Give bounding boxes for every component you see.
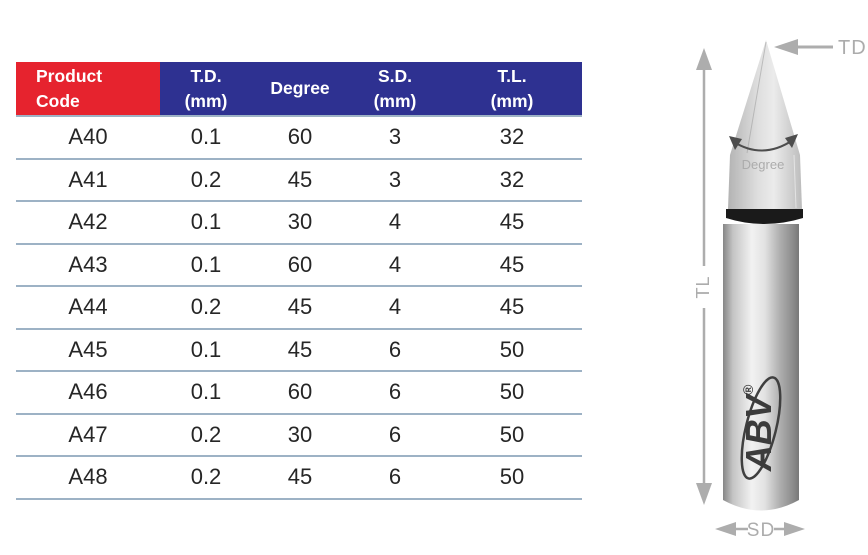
cell-td: 0.1 <box>190 251 222 277</box>
cell-product-code: A46 <box>68 379 108 405</box>
cell-sd: 4 <box>388 251 402 277</box>
cell-degree: 45 <box>287 166 313 192</box>
col-header-sd: S.D. (mm) <box>348 62 442 115</box>
tl-dimension: TL <box>693 48 713 505</box>
col-header-sd-label: S.D. (mm) <box>373 65 417 111</box>
table-header-row: Product Code T.D. (mm) Degree S.D. (mm) … <box>16 62 582 117</box>
cell-tl: 45 <box>499 251 525 277</box>
registered-mark: ® <box>740 384 756 395</box>
td-arrow-icon <box>774 39 798 55</box>
cell-sd: 6 <box>388 336 402 362</box>
cell-sd: 4 <box>388 209 402 235</box>
cell-sd: 3 <box>388 124 402 150</box>
cell-sd: 6 <box>388 421 402 447</box>
col-header-degree: Degree <box>252 62 348 115</box>
cell-td: 0.2 <box>190 421 222 447</box>
cell-tl: 32 <box>499 124 525 150</box>
cell-td: 0.2 <box>190 464 222 490</box>
td-label: TD <box>838 37 867 59</box>
col-header-degree-label: Degree <box>270 78 330 98</box>
abv-logo: ABV® <box>738 376 782 480</box>
cell-degree: 30 <box>287 421 313 447</box>
sd-dimension: SD <box>715 520 805 541</box>
tl-arrow-down-icon <box>696 483 712 505</box>
table-row: A45 0.1 45 6 50 <box>16 329 582 372</box>
table-row: A41 0.2 45 3 32 <box>16 159 582 202</box>
tl-arrow-up-icon <box>696 48 712 70</box>
table-row: A40 0.1 60 3 32 <box>16 117 582 160</box>
cell-sd: 6 <box>388 464 402 490</box>
sd-arrow-left-icon <box>715 522 736 536</box>
cell-td: 0.1 <box>190 124 222 150</box>
cell-product-code: A43 <box>68 251 108 277</box>
cell-product-code: A41 <box>68 166 108 192</box>
cell-td: 0.2 <box>190 166 222 192</box>
cell-product-code: A47 <box>68 421 108 447</box>
cell-sd: 4 <box>388 294 402 320</box>
col-header-tl-label: T.L. (mm) <box>490 65 534 111</box>
cell-td: 0.1 <box>190 336 222 362</box>
tool-diagram: ABV® Degree TD TL SD <box>693 37 867 541</box>
table-row: A46 0.1 60 6 50 <box>16 372 582 415</box>
cell-sd: 3 <box>388 166 402 192</box>
cell-product-code: A40 <box>68 124 108 150</box>
cell-td: 0.1 <box>190 209 222 235</box>
cell-degree: 30 <box>287 209 313 235</box>
cutter-tip <box>728 40 802 209</box>
col-header-td: T.D. (mm) <box>160 62 252 115</box>
cell-product-code: A45 <box>68 336 108 362</box>
collar-ring <box>726 209 803 224</box>
spec-table: Product Code T.D. (mm) Degree S.D. (mm) … <box>16 62 582 500</box>
cell-degree: 60 <box>287 379 313 405</box>
degree-angle-annotation: Degree <box>729 134 798 172</box>
cell-degree: 45 <box>287 294 313 320</box>
tool-shank <box>723 224 799 511</box>
col-header-product-code-label: Product Code <box>36 65 103 111</box>
cell-product-code: A48 <box>68 464 108 490</box>
cell-sd: 6 <box>388 379 402 405</box>
cell-td: 0.2 <box>190 294 222 320</box>
cell-degree: 45 <box>287 336 313 362</box>
cell-degree: 45 <box>287 464 313 490</box>
cell-tl: 32 <box>499 166 525 192</box>
tl-label: TL <box>693 275 713 298</box>
sd-arrow-right-icon <box>784 522 805 536</box>
col-header-product-code: Product Code <box>16 62 160 115</box>
svg-text:ABV®: ABV® <box>738 384 779 472</box>
cell-tl: 50 <box>499 379 525 405</box>
col-header-td-label: T.D. (mm) <box>184 65 228 111</box>
table-row: A42 0.1 30 4 45 <box>16 202 582 245</box>
cell-tl: 50 <box>499 464 525 490</box>
abv-logo-text: ABV <box>738 392 779 472</box>
td-dimension: TD <box>774 37 867 59</box>
table-row: A48 0.2 45 6 50 <box>16 457 582 500</box>
sd-label: SD <box>747 520 775 541</box>
table-row: A43 0.1 60 4 45 <box>16 244 582 287</box>
cell-tl: 45 <box>499 209 525 235</box>
cell-product-code: A44 <box>68 294 108 320</box>
table-row: A47 0.2 30 6 50 <box>16 414 582 457</box>
cell-tl: 45 <box>499 294 525 320</box>
cell-product-code: A42 <box>68 209 108 235</box>
col-header-tl: T.L. (mm) <box>442 62 582 115</box>
cell-td: 0.1 <box>190 379 222 405</box>
cell-degree: 60 <box>287 251 313 277</box>
table-row: A44 0.2 45 4 45 <box>16 287 582 330</box>
degree-label: Degree <box>742 157 785 172</box>
cell-degree: 60 <box>287 124 313 150</box>
cell-tl: 50 <box>499 336 525 362</box>
cell-tl: 50 <box>499 421 525 447</box>
